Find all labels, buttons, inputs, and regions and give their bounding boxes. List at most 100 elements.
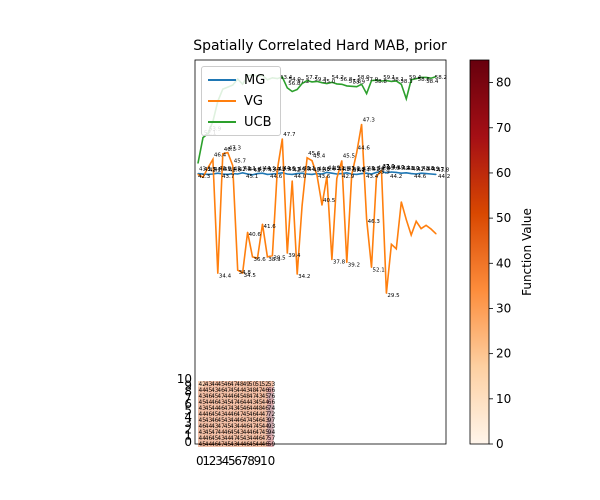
heatmap-cell [210,393,217,399]
data-label-mg: 44.8 [298,167,311,173]
data-label-vg: 47.3 [229,146,242,152]
y-tick-label: 3 [184,416,192,430]
data-point-ucb [390,80,392,83]
heatmap-cell [198,429,205,435]
heatmap-cell-label: 44 [255,412,263,418]
data-point-ucb [415,78,417,80]
axes-frame [194,59,447,445]
data-point-vg [296,273,298,275]
heatmap-cell [267,411,274,417]
legend-item-mg: MG [208,70,265,90]
data-point-ucb [395,80,397,82]
heatmap-cell [229,399,236,405]
data-point-mg [256,172,259,175]
data-point-mg [311,173,313,176]
data-label-mg: 44.9 [427,167,440,173]
heatmap-cell [254,423,261,429]
heatmap-cell-label: 43 [211,424,219,430]
heatmap-cell-label: 47 [255,430,263,436]
heatmap-cell-label: 59 [268,442,276,448]
data-label-mg: 43.8 [422,166,435,172]
heatmap-cell [254,393,261,399]
heatmap-cell [267,393,274,399]
heatmap-cell-label: 44 [217,430,225,436]
heatmap-cell-label: 47 [255,388,263,394]
data-label-mg: 44.1 [263,166,275,172]
heatmap-cell [204,381,211,387]
heatmap-cell [204,387,211,393]
x-tick-label: 2 [209,454,217,468]
data-point-ucb [321,82,323,84]
heatmap-cell [242,417,249,423]
heatmap-cell [254,417,261,423]
heatmap-cell-label: 46 [224,382,232,388]
heatmap-cell [248,399,255,405]
heatmap-cell-label: 45 [236,406,244,412]
y-tick-label: 2 [184,422,192,436]
heatmap-cell-label: 46 [205,436,213,442]
data-label-mg: 42.5 [293,167,306,173]
heatmap-cell [242,441,249,447]
heatmap-cell [254,381,261,387]
legend-label-vg: VG [244,93,263,109]
heatmap-cell-label: 43 [255,394,263,400]
data-point-vg [301,204,303,207]
heatmap-cell-label: 74 [268,406,276,412]
data-point-ucb [311,81,313,83]
heatmap-cell [229,417,236,423]
data-point-ucb [331,81,333,83]
heatmap-cell [267,405,274,411]
data-point-mg [281,172,283,174]
heatmap-cell-label: 46 [236,400,244,406]
data-label-vg: 39.4 [288,253,301,259]
data-label-extra: 44.2 [438,174,450,180]
heatmap-cell [242,405,249,411]
heatmap-cell-label: 44 [236,388,244,394]
data-point-mg [271,173,273,175]
heatmap-cell-label: 97 [268,418,276,424]
heatmap-cell [235,429,243,435]
data-point-vg [380,170,383,172]
heatmap-cell [223,381,230,387]
data-point-ucb [435,75,437,78]
heatmap-cell-label: 45 [211,436,219,442]
data-point-mg [321,173,323,175]
heatmap-cell [261,381,268,387]
heatmap-cell [261,429,268,435]
colorbar-tick-label: 40 [496,256,511,270]
heatmap-cell-label: 47 [230,400,238,406]
heatmap-cell [267,435,274,441]
heatmap-cell [254,405,261,411]
x-tick-label: 5 [228,454,236,468]
heatmap-cell-label: 53 [268,382,276,388]
data-point-ucb [296,88,298,91]
data-label-mg: 42.2 [209,167,221,173]
data-label-vg: 37.8 [333,260,346,266]
heatmap-cell [267,399,274,405]
data-point-mg [395,171,397,173]
data-label-extra: 44.6 [414,174,427,180]
data-point-vg [365,218,368,220]
heatmap-cell-label: 45 [243,412,251,418]
data-label-mg: 43.8 [437,167,450,173]
data-point-ucb [385,80,388,82]
data-point-mg [242,172,244,174]
heatmap-cell-label: 47 [224,388,232,394]
data-label-ucb-top: 59.4 [409,75,422,81]
data-point-vg [202,176,204,178]
data-label-ucb: 56.8 [288,81,301,87]
heatmap-cell [223,417,230,423]
data-point-vg [271,255,273,257]
data-label-ucb-top: 58.8 [375,79,388,85]
data-point-mg [306,173,308,175]
data-label-mg: 42.3 [278,167,291,173]
data-point-vg [361,123,363,125]
data-label-mg: 44.6 [318,167,331,173]
heatmap-cell-label: 44 [243,430,251,436]
data-label-extra: 44.6 [270,174,283,180]
data-label-vg: 52.1 [373,267,385,273]
data-point-mg [365,172,368,174]
data-point-ucb [306,80,308,82]
heatmap-cell-label: 44 [199,388,207,394]
heatmap-cell [223,423,230,429]
